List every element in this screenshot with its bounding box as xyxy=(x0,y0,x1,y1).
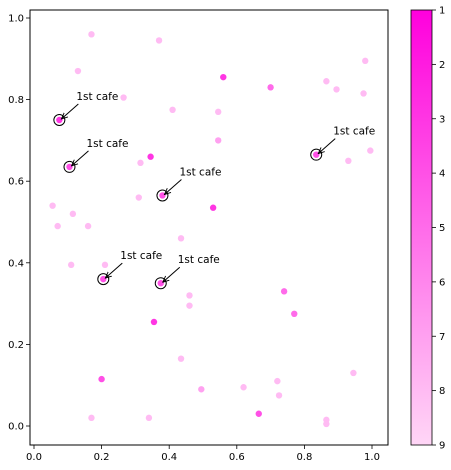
colorbar-tick-label: 3 xyxy=(439,114,445,125)
data-point xyxy=(56,116,63,124)
data-points xyxy=(49,31,374,428)
plot-area: 1st cafe 1st cafe 1st cafe 1st cafe 1st cafe… xyxy=(8,9,389,463)
data-point xyxy=(54,222,61,230)
data-point xyxy=(362,57,369,65)
colorbar-gradient xyxy=(410,9,433,446)
data-point xyxy=(155,37,163,44)
annotation-arrow xyxy=(71,150,89,166)
colorbar-tick-label: 2 xyxy=(439,60,445,71)
data-point xyxy=(220,73,227,81)
x-tick-label: 0.0 xyxy=(26,452,42,463)
data-point xyxy=(240,384,247,391)
data-point xyxy=(345,157,352,164)
annotations: 1st cafe 1st cafe 1st cafe 1st cafe 1st cafe… xyxy=(61,91,375,282)
annotation-arrow xyxy=(61,103,79,119)
colorbar-tick-label: 8 xyxy=(439,386,445,397)
x-tick-label: 0.2 xyxy=(94,452,110,463)
annotation-label: 1st cafe xyxy=(76,91,118,103)
x-tick-label: 0.4 xyxy=(161,452,177,463)
y-tick-label: 1.0 xyxy=(8,14,24,25)
data-point xyxy=(186,302,193,309)
data-point xyxy=(323,78,330,85)
cafe-marker-ring xyxy=(154,277,167,290)
data-point xyxy=(145,414,153,422)
annotation-label: 1st cafe xyxy=(86,138,128,150)
data-point xyxy=(169,106,176,114)
cafe-marker-ring xyxy=(53,114,66,126)
annotation-arrow xyxy=(318,138,336,154)
data-point xyxy=(49,202,56,209)
colorbar-tick-label: 6 xyxy=(439,277,445,288)
annotation-arrow xyxy=(164,179,182,194)
data-point xyxy=(323,420,330,428)
data-point xyxy=(147,153,154,160)
y-tick-label: 0.0 xyxy=(8,422,24,433)
data-point xyxy=(66,163,73,171)
data-point xyxy=(101,261,109,269)
data-point xyxy=(186,292,193,299)
x-axis: 0.0 0.2 0.4 0.6 0.8 1.0 xyxy=(26,445,380,463)
data-point xyxy=(350,369,357,377)
x-tick-label: 1.0 xyxy=(364,452,380,463)
annotation-label: 1st cafe xyxy=(178,254,220,266)
data-point xyxy=(215,137,222,144)
data-point xyxy=(313,151,320,158)
data-point xyxy=(177,355,185,362)
cafe-marker-ring xyxy=(156,189,169,202)
colorbar: 1 2 3 4 5 6 7 8 9 xyxy=(410,6,445,452)
data-point xyxy=(360,90,367,97)
data-point xyxy=(267,84,274,91)
data-point xyxy=(74,67,82,75)
data-point xyxy=(137,159,144,167)
data-point xyxy=(209,204,217,211)
y-tick-label: 0.4 xyxy=(8,258,24,269)
data-point xyxy=(280,288,288,295)
colorbar-tick-label: 9 xyxy=(439,441,445,452)
plot-frame xyxy=(29,9,389,446)
data-point xyxy=(88,31,95,38)
data-point xyxy=(291,310,298,317)
data-point xyxy=(215,108,222,116)
colorbar-tick-label: 1 xyxy=(439,6,445,17)
annotation-arrow xyxy=(105,262,123,278)
colorbar-tick-label: 4 xyxy=(439,169,445,180)
data-point xyxy=(84,222,92,230)
annotation-label: 1st cafe xyxy=(120,250,162,262)
data-point xyxy=(100,275,107,283)
y-tick-label: 0.6 xyxy=(8,177,24,188)
data-point xyxy=(157,280,164,287)
data-point xyxy=(67,261,75,269)
cafe-marker-ring xyxy=(97,273,110,286)
data-point xyxy=(98,375,105,383)
data-point xyxy=(255,410,262,417)
colorbar-ticks: 1 2 3 4 5 6 7 8 9 xyxy=(432,6,445,452)
colorbar-tick-label: 5 xyxy=(439,223,445,234)
data-point xyxy=(150,318,158,326)
colorbar-tick-label: 7 xyxy=(439,332,445,343)
annotation-label: 1st cafe xyxy=(333,126,375,138)
cafe-marker-ring xyxy=(310,148,323,161)
data-point xyxy=(274,377,281,385)
annotation-label: 1st cafe xyxy=(179,166,221,178)
x-tick-label: 0.6 xyxy=(229,452,245,463)
data-point xyxy=(177,235,185,242)
y-axis: 0.0 0.2 0.4 0.6 0.8 1.0 xyxy=(8,14,30,433)
data-point xyxy=(275,392,283,399)
x-tick-label: 0.8 xyxy=(296,452,312,463)
annotation-arrow xyxy=(163,266,181,282)
y-tick-label: 0.2 xyxy=(8,340,24,351)
data-point xyxy=(198,386,205,393)
data-point xyxy=(135,194,142,201)
data-point xyxy=(69,210,77,218)
data-point xyxy=(88,414,95,422)
data-point xyxy=(333,86,340,93)
data-point xyxy=(120,94,127,101)
data-point xyxy=(159,192,166,199)
cafe-marker-ring xyxy=(63,160,76,173)
y-tick-label: 0.8 xyxy=(8,95,24,106)
data-point xyxy=(367,147,374,154)
